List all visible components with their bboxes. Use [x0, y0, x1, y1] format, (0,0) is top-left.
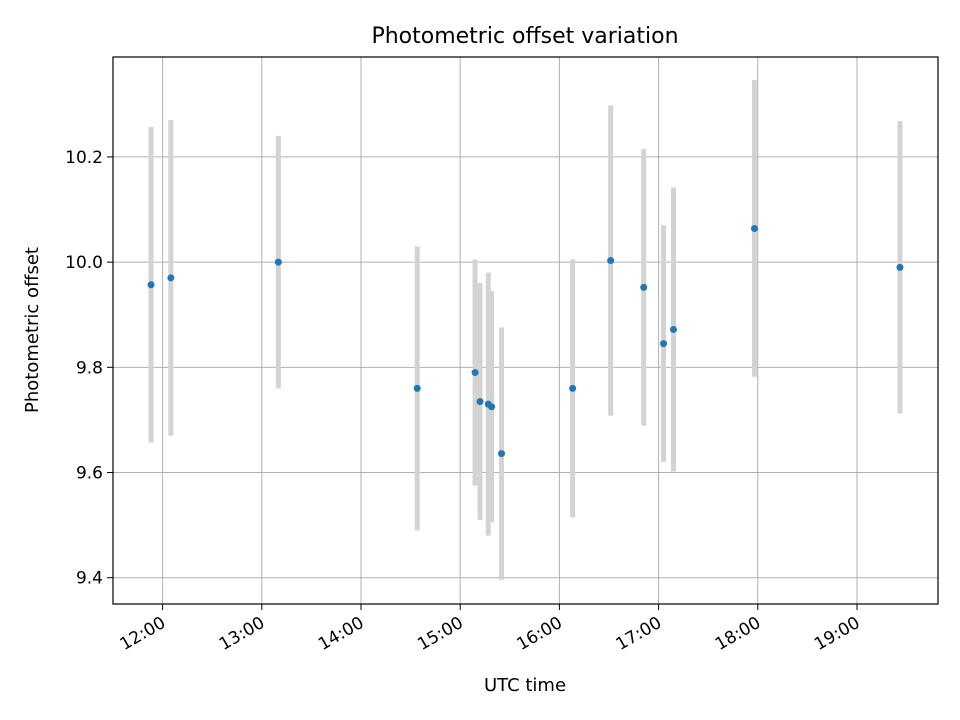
y-tick-label: 10.2	[65, 148, 103, 168]
data-points	[147, 224, 904, 458]
data-point	[750, 224, 758, 232]
x-axis-label: UTC time	[484, 675, 566, 696]
data-point	[476, 398, 484, 406]
y-tick-label: 9.4	[76, 569, 103, 589]
y-tick-label: 10.0	[65, 253, 103, 273]
y-tick-label: 9.8	[76, 358, 103, 378]
y-axis: 9.4 9.6 9.8 10.0 10.2	[65, 148, 113, 589]
data-point	[274, 258, 282, 266]
data-point	[413, 384, 421, 392]
data-point	[660, 340, 668, 348]
data-point	[569, 384, 577, 392]
data-point	[498, 450, 506, 458]
data-point	[471, 369, 479, 377]
y-tick-label: 9.6	[76, 464, 103, 484]
plot-frame	[112, 56, 939, 605]
data-point	[167, 274, 175, 282]
data-point	[640, 283, 648, 291]
data-point	[607, 257, 615, 265]
data-point	[488, 403, 496, 411]
chart-title: Photometric offset variation	[371, 24, 678, 49]
data-point	[669, 325, 677, 333]
data-point	[896, 263, 904, 271]
data-point	[147, 281, 155, 289]
y-axis-label: Photometric offset	[22, 247, 43, 413]
grid	[113, 57, 938, 604]
